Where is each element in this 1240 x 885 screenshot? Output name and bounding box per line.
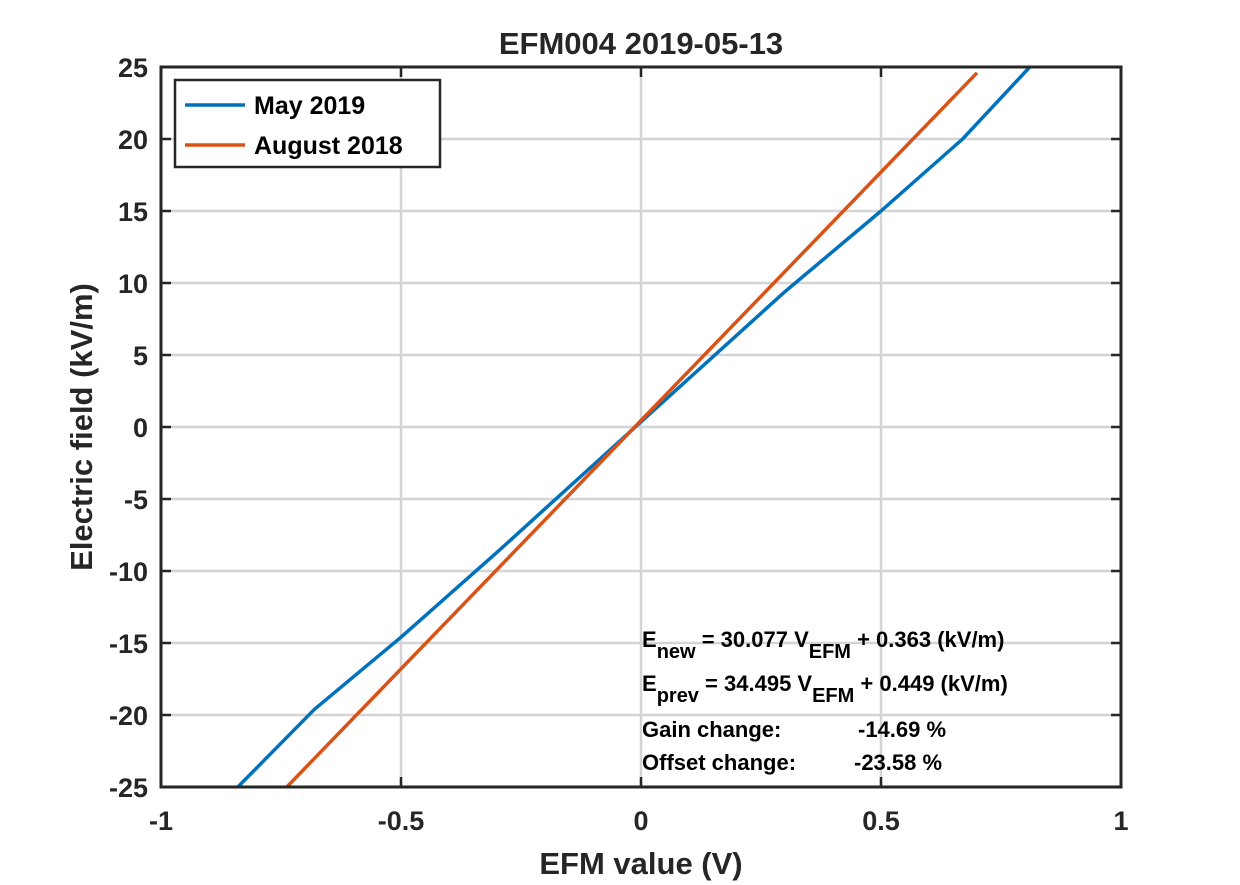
x-tick-label-1: -0.5 [378, 806, 425, 836]
y-axis-label: Electric field (kV/m) [64, 283, 99, 571]
x-tick-labels: -1 -0.5 0 0.5 1 [149, 806, 1129, 836]
legend-label-may-2019: May 2019 [254, 92, 365, 120]
annotation-gain-label: Gain change: [642, 717, 781, 742]
x-tick-label-3: 0.5 [862, 806, 900, 836]
series-lines [236, 65, 1032, 789]
series-line-august-2018 [285, 71, 979, 789]
annotation-new-equation: Enew = 30.077 VEFM + 0.363 (kV/m) [642, 627, 1004, 663]
y-tick-label-9: -20 [109, 701, 148, 731]
y-tick-label-10: -25 [109, 773, 148, 803]
x-tick-label-0: -1 [149, 806, 173, 836]
x-axis-label: EFM value (V) [539, 846, 742, 881]
legend-box [173, 78, 442, 169]
annotation-prev-equation: Eprev = 34.495 VEFM + 0.449 (kV/m) [642, 671, 1008, 707]
y-tick-label-4: 5 [133, 341, 148, 371]
fit-annotations: Enew = 30.077 VEFM + 0.363 (kV/m) Eprev … [642, 627, 1008, 775]
chart-title: EFM004 2019-05-13 [499, 26, 783, 61]
y-tick-label-5: 0 [133, 413, 148, 443]
tick-marks [159, 65, 1123, 789]
x-tick-label-4: 1 [1113, 806, 1128, 836]
y-tick-labels: 25 20 15 10 5 0 -5 -10 -15 -20 -25 [109, 53, 148, 803]
annotation-gain-value: -14.69 % [858, 717, 946, 742]
legend: May 2019 August 2018 [173, 78, 442, 169]
x-tick-label-2: 0 [633, 806, 648, 836]
y-tick-label-6: -5 [124, 485, 148, 515]
y-tick-label-1: 20 [118, 125, 148, 155]
annotation-offset-label: Offset change: [642, 750, 796, 775]
y-tick-label-0: 25 [118, 53, 148, 83]
annotation-offset-value: -23.58 % [854, 750, 942, 775]
y-tick-label-7: -10 [109, 557, 148, 587]
legend-label-august-2018: August 2018 [254, 132, 403, 160]
y-tick-label-3: 10 [118, 269, 148, 299]
y-tick-label-2: 15 [118, 197, 148, 227]
y-tick-label-8: -15 [109, 629, 148, 659]
